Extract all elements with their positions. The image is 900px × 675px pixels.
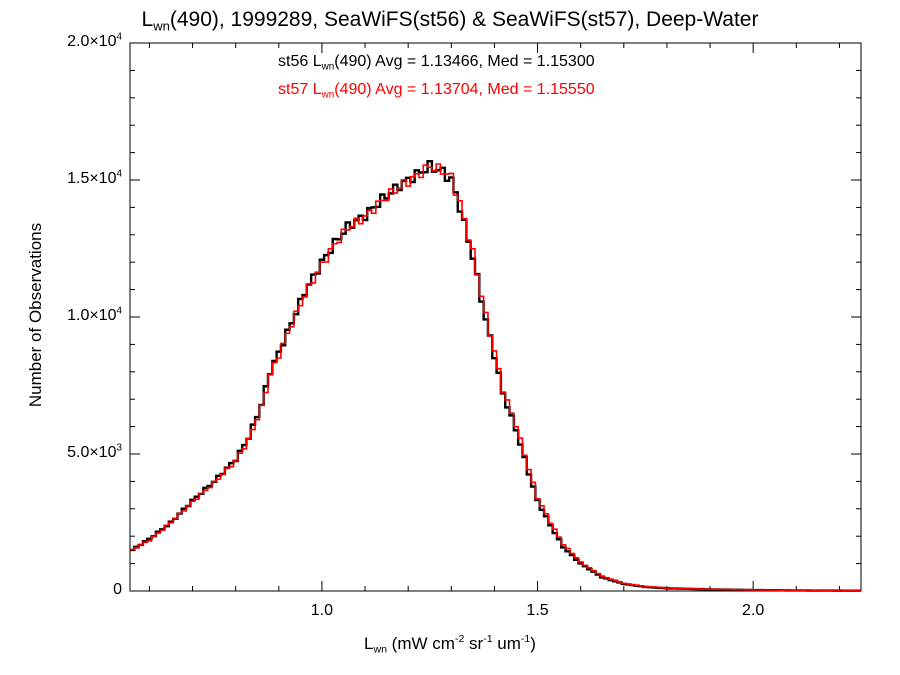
series-st56 <box>130 160 861 592</box>
x-axis-label: Lwn (mW cm-2 sr-1 um-1) <box>364 633 536 656</box>
series-st57 <box>130 163 861 592</box>
chart-title: Lwn(490), 1999289, SeaWiFS(st56) & SeaWi… <box>141 8 759 34</box>
x-tick-label: 1.0 <box>310 602 334 619</box>
axis-ticks <box>130 43 861 591</box>
y-tick-label: 1.0×104 <box>67 305 122 324</box>
stats-line-st57: st57 Lwn(490) Avg = 1.13704, Med = 1.155… <box>278 81 595 101</box>
y-tick-label: 5.0×103 <box>67 442 122 461</box>
y-tick-label: 0 <box>113 581 122 598</box>
y-tick-label: 1.5×104 <box>67 168 122 187</box>
y-tick-label: 2.0×104 <box>67 31 122 50</box>
plot-frame <box>129 42 862 592</box>
stats-line-st56: st56 Lwn(490) Avg = 1.13466, Med = 1.153… <box>278 53 595 73</box>
x-tick-label: 1.5 <box>526 602 549 619</box>
histogram-series <box>130 160 861 592</box>
x-tick-label: 2.0 <box>742 602 765 619</box>
